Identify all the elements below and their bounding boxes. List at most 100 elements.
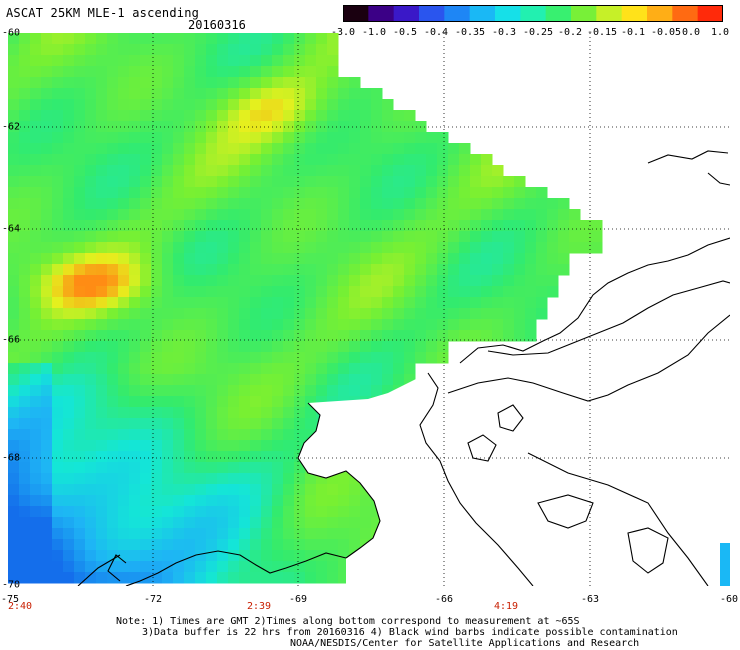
- wind-field-cell: [228, 209, 240, 221]
- wind-field-cell: [305, 187, 317, 199]
- wind-field-cell: [217, 121, 229, 133]
- wind-field-cell: [74, 429, 86, 441]
- wind-field-cell: [140, 242, 152, 254]
- wind-field-cell: [316, 550, 328, 562]
- wind-field-cell: [349, 198, 361, 210]
- wind-field-cell: [327, 561, 339, 573]
- wind-field-cell: [250, 539, 262, 551]
- wind-field-cell: [316, 528, 328, 540]
- wind-field-cell: [294, 110, 306, 122]
- wind-field-cell: [250, 396, 262, 408]
- wind-field-cell: [173, 143, 185, 155]
- wind-field-cell: [173, 297, 185, 309]
- wind-field-cell: [283, 132, 295, 144]
- wind-field-cell: [162, 517, 174, 529]
- wind-field-cell: [492, 330, 504, 342]
- wind-field-cell: [162, 132, 174, 144]
- wind-field-cell: [206, 220, 218, 232]
- wind-field-cell: [173, 275, 185, 287]
- wind-field-cell: [305, 550, 317, 562]
- wind-field-cell: [250, 165, 262, 177]
- colorbar-swatch: [444, 5, 471, 22]
- wind-field-cell: [261, 462, 273, 474]
- wind-field-cell: [349, 528, 361, 540]
- wind-field-cell: [184, 374, 196, 386]
- wind-field-cell: [129, 55, 141, 67]
- wind-field-cell: [85, 297, 97, 309]
- wind-field-cell: [371, 264, 383, 276]
- wind-field-cell: [206, 110, 218, 122]
- wind-field-cell: [118, 462, 130, 474]
- wind-field-cell: [569, 242, 581, 254]
- wind-field-cell: [19, 363, 31, 375]
- wind-field-cell: [162, 528, 174, 540]
- wind-field-cell: [316, 220, 328, 232]
- wind-field-cell: [173, 132, 185, 144]
- wind-field-cell: [19, 561, 31, 573]
- wind-field-cell: [195, 176, 207, 188]
- wind-field-cell: [470, 198, 482, 210]
- wind-field-cell: [19, 484, 31, 496]
- wind-field-cell: [217, 506, 229, 518]
- wind-field-cell: [206, 473, 218, 485]
- wind-field-cell: [151, 99, 163, 111]
- wind-field-cell: [30, 462, 42, 474]
- wind-field-cell: [283, 550, 295, 562]
- wind-field-cell: [41, 308, 53, 320]
- wind-field-cell: [96, 77, 108, 89]
- wind-field-cell: [316, 275, 328, 287]
- wind-field-cell: [206, 506, 218, 518]
- wind-field-cell: [261, 165, 273, 177]
- wind-field-cell: [338, 528, 350, 540]
- wind-field-cell: [173, 110, 185, 122]
- wind-field-cell: [404, 264, 416, 276]
- wind-field-cell: [228, 407, 240, 419]
- wind-field-cell: [30, 209, 42, 221]
- wind-field-cell: [305, 495, 317, 507]
- wind-field-cell: [250, 187, 262, 199]
- wind-field-cell: [294, 154, 306, 166]
- wind-field-cell: [52, 451, 64, 463]
- wind-field-cell: [261, 55, 273, 67]
- wind-field-cell: [283, 517, 295, 529]
- wind-field-cell: [96, 451, 108, 463]
- wind-field-cell: [140, 418, 152, 430]
- wind-field-cell: [228, 341, 240, 353]
- wind-field-cell: [129, 440, 141, 452]
- wind-field-cell: [206, 407, 218, 419]
- wind-field-cell: [184, 66, 196, 78]
- wind-field-cell: [96, 231, 108, 243]
- wind-field-cell: [316, 495, 328, 507]
- wind-field-cell: [30, 506, 42, 518]
- wind-field-cell: [492, 275, 504, 287]
- wind-field-cell: [96, 418, 108, 430]
- wind-field-cell: [96, 407, 108, 419]
- wind-field-cell: [393, 143, 405, 155]
- wind-field-cell: [294, 550, 306, 562]
- wind-field-cell: [118, 66, 130, 78]
- wind-field-cell: [470, 297, 482, 309]
- wind-field-cell: [96, 330, 108, 342]
- wind-field-cell: [74, 561, 86, 573]
- wind-field-cell: [140, 88, 152, 100]
- wind-field-cell: [558, 264, 570, 276]
- wind-field-cell: [85, 132, 97, 144]
- wind-field-cell: [173, 209, 185, 221]
- wind-field-cell: [184, 561, 196, 573]
- wind-field-cell: [382, 275, 394, 287]
- wind-field-cell: [151, 341, 163, 353]
- wind-field-cell: [107, 506, 119, 518]
- wind-field-cell: [217, 198, 229, 210]
- wind-field-cell: [107, 561, 119, 573]
- wind-field-cell: [294, 341, 306, 353]
- wind-field-cell: [316, 561, 328, 573]
- wind-field-cell: [173, 187, 185, 199]
- wind-field-cell: [30, 561, 42, 573]
- wind-field-cell: [74, 418, 86, 430]
- wind-field-cell: [206, 429, 218, 441]
- wind-field-cell: [316, 396, 328, 408]
- wind-field-cell: [228, 77, 240, 89]
- wind-field-cell: [470, 154, 482, 166]
- wind-field-cell: [272, 253, 284, 265]
- wind-field-cell: [404, 231, 416, 243]
